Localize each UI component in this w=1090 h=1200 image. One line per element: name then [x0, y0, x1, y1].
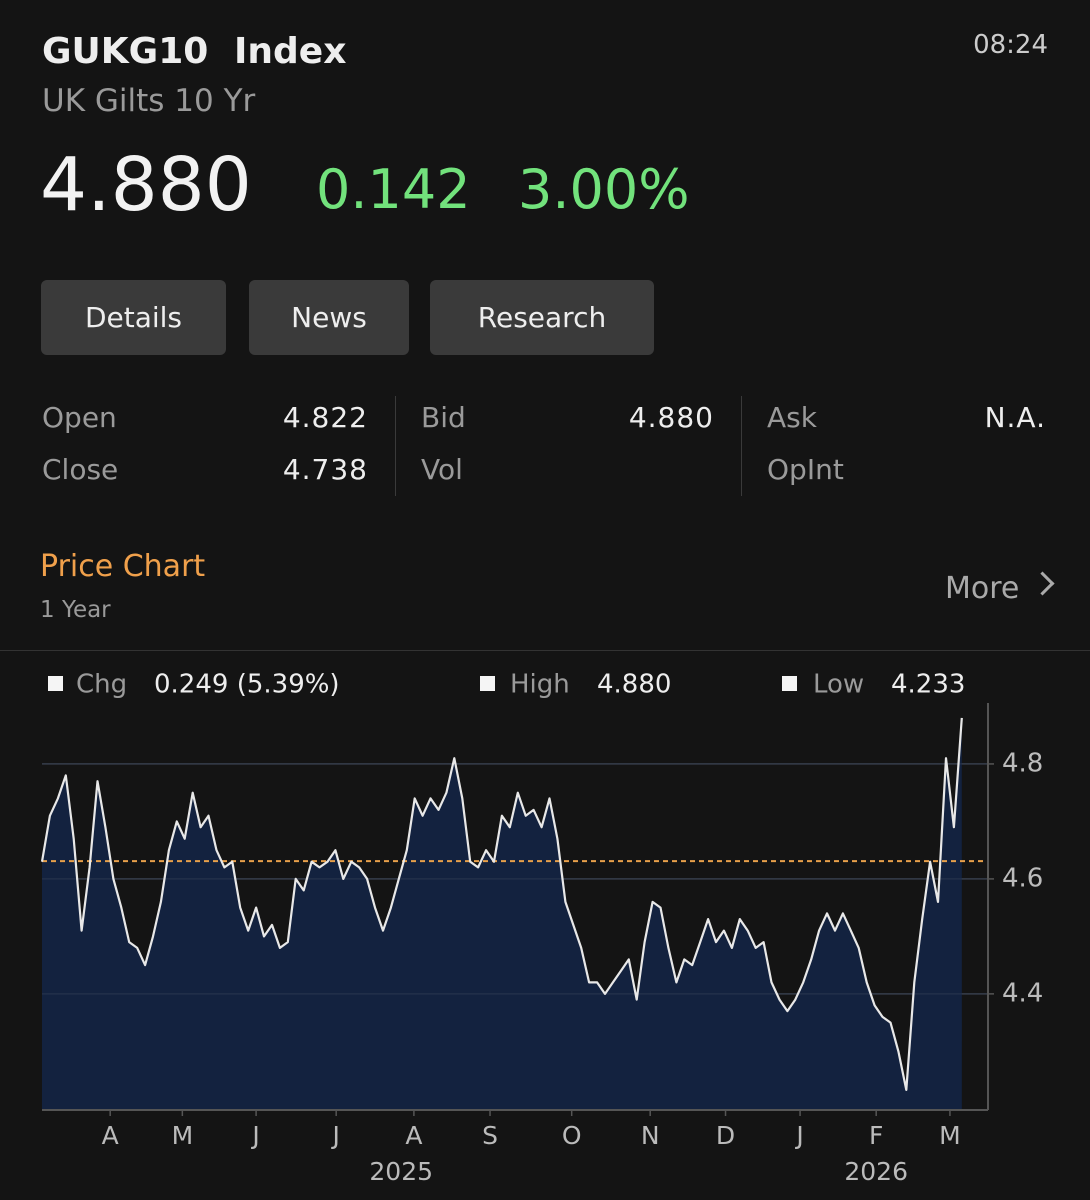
stat-value: 4.880	[628, 401, 714, 434]
x-tick-label: A	[102, 1121, 119, 1150]
x-tick-label: F	[869, 1121, 883, 1150]
x-tick-label: O	[562, 1121, 582, 1150]
legend-square	[782, 676, 797, 691]
x-tick-label: J	[250, 1121, 259, 1150]
summary-label: Chg	[76, 670, 127, 700]
section-title: Price Chart	[40, 549, 206, 584]
stat-label: OpInt	[767, 453, 844, 486]
tab-button[interactable]: News	[249, 280, 409, 355]
year-label: 2025	[369, 1157, 433, 1186]
stat-label: Vol	[421, 453, 463, 486]
y-tick-label: 4.8	[1002, 748, 1043, 778]
price-line	[40, 717, 963, 1091]
security-name: UK Gilts 10 Yr	[42, 83, 256, 119]
x-tick-label: D	[716, 1121, 735, 1150]
stat-value: N.A.	[984, 401, 1046, 434]
time: 08:24	[973, 30, 1048, 60]
section-period: 1 Year	[40, 597, 111, 623]
summary-value: 0.249 (5.39%)	[154, 670, 340, 700]
x-tick-label: J	[331, 1121, 340, 1150]
x-tick-label: J	[794, 1121, 803, 1150]
tab-button[interactable]: Details	[41, 280, 226, 355]
y-tick-label: 4.6	[1002, 863, 1043, 893]
ticker: GUKG10	[42, 31, 209, 72]
stat-label: Close	[42, 453, 119, 486]
x-tick-label: A	[405, 1121, 422, 1150]
change: 0.142	[316, 158, 471, 221]
stats-divider	[395, 396, 396, 496]
x-tick-label: N	[641, 1121, 660, 1150]
x-tick-label: M	[939, 1121, 961, 1150]
more-link[interactable]: More	[945, 571, 1020, 606]
stat-label: Ask	[767, 401, 817, 434]
separator	[0, 650, 1090, 651]
stat-label: Open	[42, 401, 117, 434]
legend-square	[480, 676, 495, 691]
asset-class: Index	[234, 31, 347, 72]
y-tick-label: 4.4	[1002, 978, 1043, 1008]
year-label: 2026	[844, 1157, 908, 1186]
tab-button[interactable]: Research	[430, 280, 654, 355]
summary-label: High	[510, 670, 570, 700]
x-tick-label: S	[482, 1121, 498, 1150]
stat-value: 4.822	[282, 401, 368, 434]
summary-label: Low	[813, 670, 864, 700]
legend-square	[48, 676, 63, 691]
change-percent: 3.00%	[518, 158, 690, 221]
last-price: 4.880	[40, 142, 252, 228]
stat-label: Bid	[421, 401, 466, 434]
summary-value: 4.233	[891, 670, 965, 700]
stats-divider	[741, 396, 742, 496]
summary-value: 4.880	[597, 670, 671, 700]
stat-value: 4.738	[282, 453, 368, 486]
area	[42, 717, 962, 1110]
x-tick-label: M	[172, 1121, 194, 1150]
